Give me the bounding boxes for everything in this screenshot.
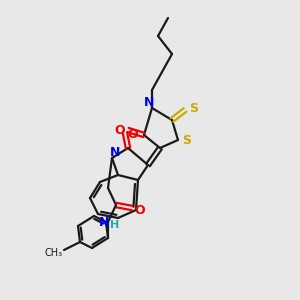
Text: O: O bbox=[115, 124, 125, 136]
Text: S: S bbox=[190, 103, 199, 116]
Text: N: N bbox=[99, 215, 109, 229]
Text: N: N bbox=[144, 97, 154, 110]
Text: O: O bbox=[128, 128, 138, 140]
Text: N: N bbox=[110, 146, 120, 158]
Text: CH₃: CH₃ bbox=[45, 248, 63, 258]
Text: S: S bbox=[182, 134, 191, 148]
Text: O: O bbox=[135, 203, 145, 217]
Text: H: H bbox=[110, 220, 120, 230]
